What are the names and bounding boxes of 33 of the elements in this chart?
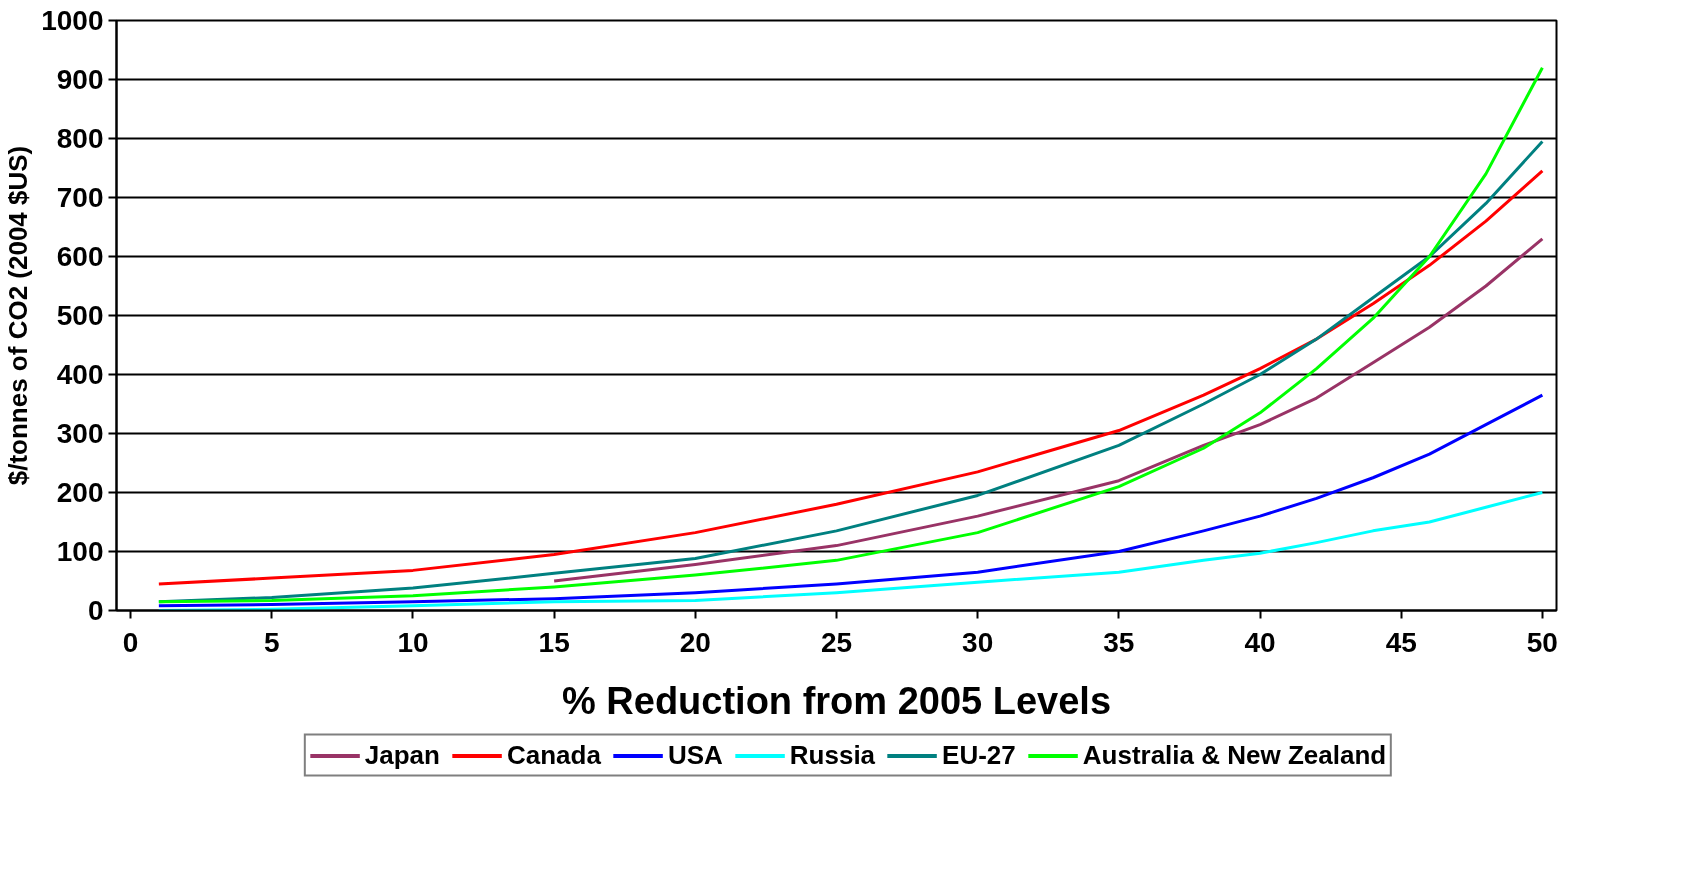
y-tick-label: 1000	[41, 5, 104, 36]
x-tick-label: 50	[1526, 626, 1558, 658]
legend-label: Canada	[506, 739, 601, 771]
line-series	[157, 393, 1544, 608]
y-axis-title: $/tonnes of CO2 (2004 $US)	[3, 145, 34, 486]
y-tick-label: 500	[56, 300, 104, 331]
y-tick-label: 0	[87, 595, 104, 626]
line-series	[157, 491, 1544, 611]
legend-label: Australia & New Zealand	[1082, 739, 1387, 771]
line-series	[552, 237, 1544, 583]
y-tick-label: 200	[56, 477, 104, 508]
y-tick-label: 300	[56, 418, 104, 449]
x-tick-label: 25	[820, 626, 853, 658]
y-tick-label: 900	[56, 64, 104, 95]
legend-label: Japan	[364, 739, 440, 771]
x-tick-label: 20	[679, 626, 711, 658]
y-tick-label: 700	[56, 182, 104, 213]
y-tick-label: 800	[56, 123, 104, 154]
y-tick-label: 600	[56, 241, 104, 272]
legend-label: EU-27	[942, 739, 1016, 771]
legend-label: Russia	[789, 739, 876, 771]
x-tick-label: 10	[397, 626, 429, 658]
y-tick-label: 100	[56, 536, 104, 567]
x-tick-label: 35	[1103, 626, 1135, 658]
x-axis-title: % Reduction from 2005 Levels	[561, 679, 1112, 722]
legend-label: USA	[667, 739, 723, 771]
x-tick-label: 45	[1385, 626, 1417, 658]
x-tick-label: 15	[538, 626, 570, 658]
x-tick-label: 30	[962, 626, 994, 658]
x-tick-label: 0	[122, 626, 139, 658]
x-tick-label: 5	[264, 626, 280, 658]
y-tick-label: 400	[56, 359, 104, 390]
x-tick-label: 40	[1244, 626, 1276, 658]
